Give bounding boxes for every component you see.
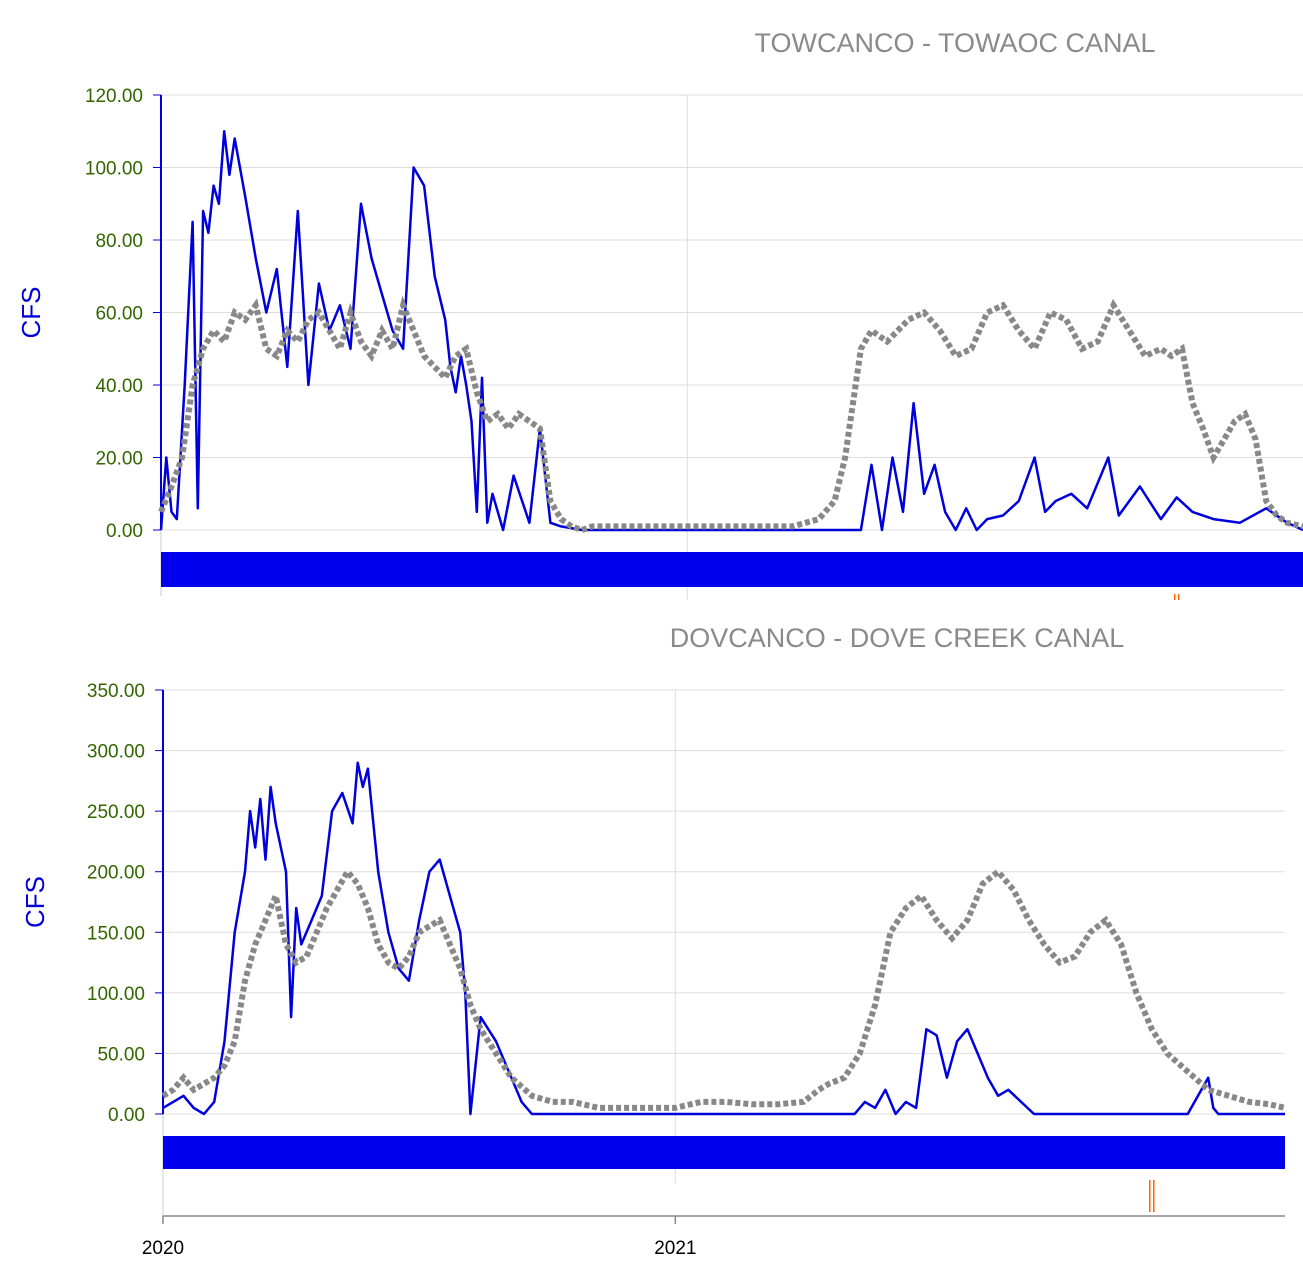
y-tick-label: 80.00 — [95, 231, 143, 252]
chart-towcanco: 0.00 20.00 40.00 60.00 80.00 100.00 120.00 TOWC… — [16, 28, 1303, 600]
y-tick-label: 0.00 — [108, 1105, 145, 1126]
y-tick-label: 120.00 — [85, 86, 143, 107]
series-line-solid — [159, 130, 1303, 532]
y-tick-label: 350.00 — [87, 681, 145, 702]
y-tick-label: 250.00 — [87, 802, 145, 823]
y-tick-label: 40.00 — [95, 376, 143, 397]
y-axis-label: CFS — [16, 287, 46, 339]
chart-title: DOVCANCO - DOVE CREEK CANAL — [670, 623, 1125, 653]
y-axis-label: CFS — [20, 876, 50, 928]
y-tick-label: 100.00 — [85, 159, 143, 180]
y-tick-label: 300.00 — [87, 742, 145, 763]
y-tick-label: 60.00 — [95, 304, 143, 325]
y-tick-label: 20.00 — [95, 449, 143, 470]
chart-title: TOWCANCO - TOWAOC CANAL — [754, 28, 1155, 58]
y-tick-label: 50.00 — [97, 1044, 145, 1065]
chart-dovcanco: 0.00 50.00 100.00 150.00 200.00 250.00 300.00 3… — [20, 623, 1286, 1259]
data-range-band — [163, 1136, 1285, 1169]
y-tick-label: 150.00 — [87, 923, 145, 944]
series-line-dotted — [158, 295, 1303, 534]
y-tick-label: 0.00 — [106, 521, 143, 542]
series-line-solid — [162, 761, 1285, 1116]
x-tick-label: 2021 — [654, 1238, 696, 1259]
series-line-dotted — [161, 866, 1286, 1111]
y-tick-label: 100.00 — [87, 984, 145, 1005]
x-tick-label: 2020 — [142, 1238, 184, 1259]
y-tick-label: 200.00 — [87, 863, 145, 884]
data-range-band — [161, 552, 1303, 587]
